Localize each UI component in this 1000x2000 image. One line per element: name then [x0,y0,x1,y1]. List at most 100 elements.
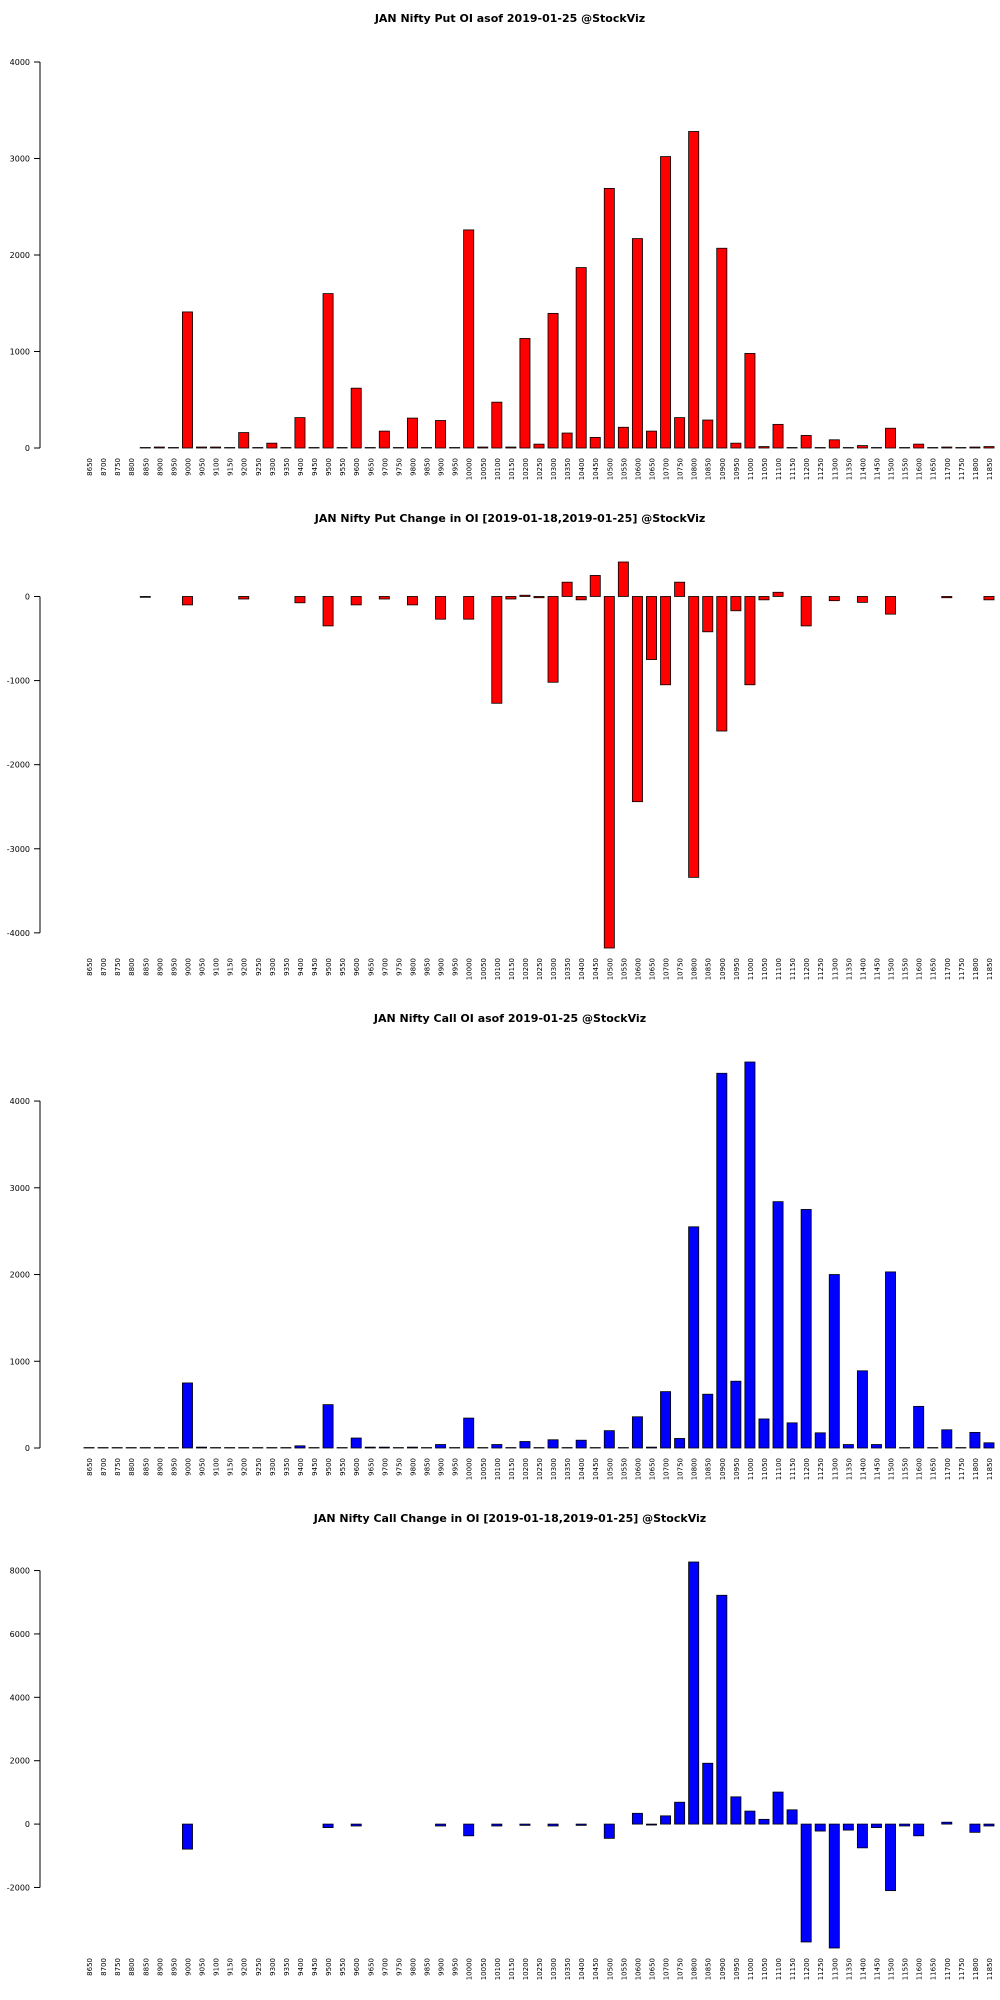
x-tick-label: 10500 [606,1458,614,1480]
x-tick-label: 10800 [691,1458,699,1480]
x-tick-label: 9100 [213,1958,221,1976]
x-tick-label: 8700 [100,1958,108,1976]
x-tick-label: 11000 [747,458,755,480]
x-tick-label: 8950 [170,458,178,476]
x-tick-label: 9050 [199,458,207,476]
x-tick-label: 9400 [297,1958,305,1976]
x-tick-label: 11500 [888,1958,896,1980]
x-tick-label: 10950 [733,1458,741,1480]
bar [646,1446,657,1449]
bar [378,596,390,600]
x-tick-label: 10800 [691,958,699,980]
x-tick-label: 10200 [522,1958,530,1980]
x-tick-label: 9050 [199,1458,207,1476]
x-tick-label: 9300 [269,1458,277,1476]
x-tick-label: 9900 [438,958,446,976]
x-tick-label: 11350 [845,1458,853,1480]
bar [828,439,840,449]
y-tick-label: 4000 [10,1097,30,1106]
x-tick-label: 11050 [761,1458,769,1480]
x-tick-label: 11000 [747,958,755,980]
x-tick-label: 10950 [733,458,741,480]
bar [631,1416,643,1449]
x-tick-label: 9800 [409,458,417,476]
x-tick-label: 10600 [634,1458,642,1480]
x-tick-label: 9700 [381,1458,389,1476]
bar [519,1823,531,1826]
x-tick-label: 10750 [677,1458,685,1480]
bar [660,156,672,449]
x-tick-label: 8700 [100,958,108,976]
x-tick-label: 9350 [283,1958,291,1976]
x-tick-label: 8900 [156,1958,164,1976]
x-tick-label: 10550 [620,1458,628,1480]
x-tick-label: 10050 [480,1958,488,1980]
x-tick-label: 9450 [311,458,319,476]
bar [856,1370,868,1449]
x-tick-label: 10550 [620,458,628,480]
x-tick-label: 11100 [775,958,783,980]
x-tick-label: 9800 [409,958,417,976]
x-tick-label: 9150 [227,958,235,976]
bar [406,1446,418,1449]
x-tick-label: 9050 [199,958,207,976]
x-tick-label: 9050 [199,1958,207,1976]
bar [181,596,193,606]
x-tick-label: 9200 [241,458,249,476]
bar [660,596,672,686]
bar [646,1823,657,1826]
x-tick-label: 10400 [578,458,586,480]
x-tick-label: 11300 [831,1458,839,1480]
bar [772,423,784,449]
x-tick-label: 8750 [114,958,122,976]
x-tick-label: 10650 [648,458,656,480]
x-tick-label: 9550 [339,1958,347,1976]
x-tick-label: 10900 [719,458,727,480]
x-tick-label: 11400 [859,458,867,480]
x-tick-label: 11850 [986,958,994,980]
x-tick-label: 8750 [114,1458,122,1476]
x-tick-label: 10350 [564,1958,572,1980]
x-tick-label: 10250 [536,458,544,480]
x-tick-label: 11500 [888,1458,896,1480]
x-tick-label: 8650 [86,458,94,476]
x-tick-label: 10600 [634,458,642,480]
x-tick-label: 9650 [367,458,375,476]
x-tick-label: 11600 [916,1958,924,1980]
bar [716,1072,728,1449]
x-tick-label: 9850 [424,1458,432,1476]
x-tick-label: 10500 [606,958,614,980]
x-tick-label: 9300 [269,458,277,476]
x-tick-label: 8850 [142,1458,150,1476]
x-tick-label: 9500 [325,1458,333,1476]
x-tick-label: 11650 [930,1458,938,1480]
bar [828,596,840,602]
y-tick-label: 2000 [10,1271,30,1280]
x-tick-label: 10800 [691,458,699,480]
bar [913,1823,925,1837]
bar [435,420,447,449]
x-tick-label: 10850 [705,458,713,480]
bar [814,1823,826,1832]
bar [519,338,531,449]
chart-title: JAN Nifty Call OI asof 2019-01-25 @Stock… [373,1012,646,1025]
bar [716,247,728,449]
x-tick-label: 9300 [269,1958,277,1976]
x-tick-label: 9850 [424,958,432,976]
x-tick-label: 11800 [972,458,980,480]
x-tick-label: 10300 [550,958,558,980]
bar [702,1393,714,1449]
x-tick-label: 11200 [803,1458,811,1480]
bar [364,1446,376,1449]
x-tick-label: 10350 [564,458,572,480]
x-tick-label: 11450 [873,1958,881,1980]
bar [603,596,615,949]
x-tick-label: 11650 [930,458,938,480]
x-tick-label: 11450 [873,958,881,980]
bar [885,427,897,449]
bar [181,1382,193,1449]
x-tick-label: 11300 [831,458,839,480]
bar [885,1823,897,1892]
x-tick-label: 10100 [494,1458,502,1480]
